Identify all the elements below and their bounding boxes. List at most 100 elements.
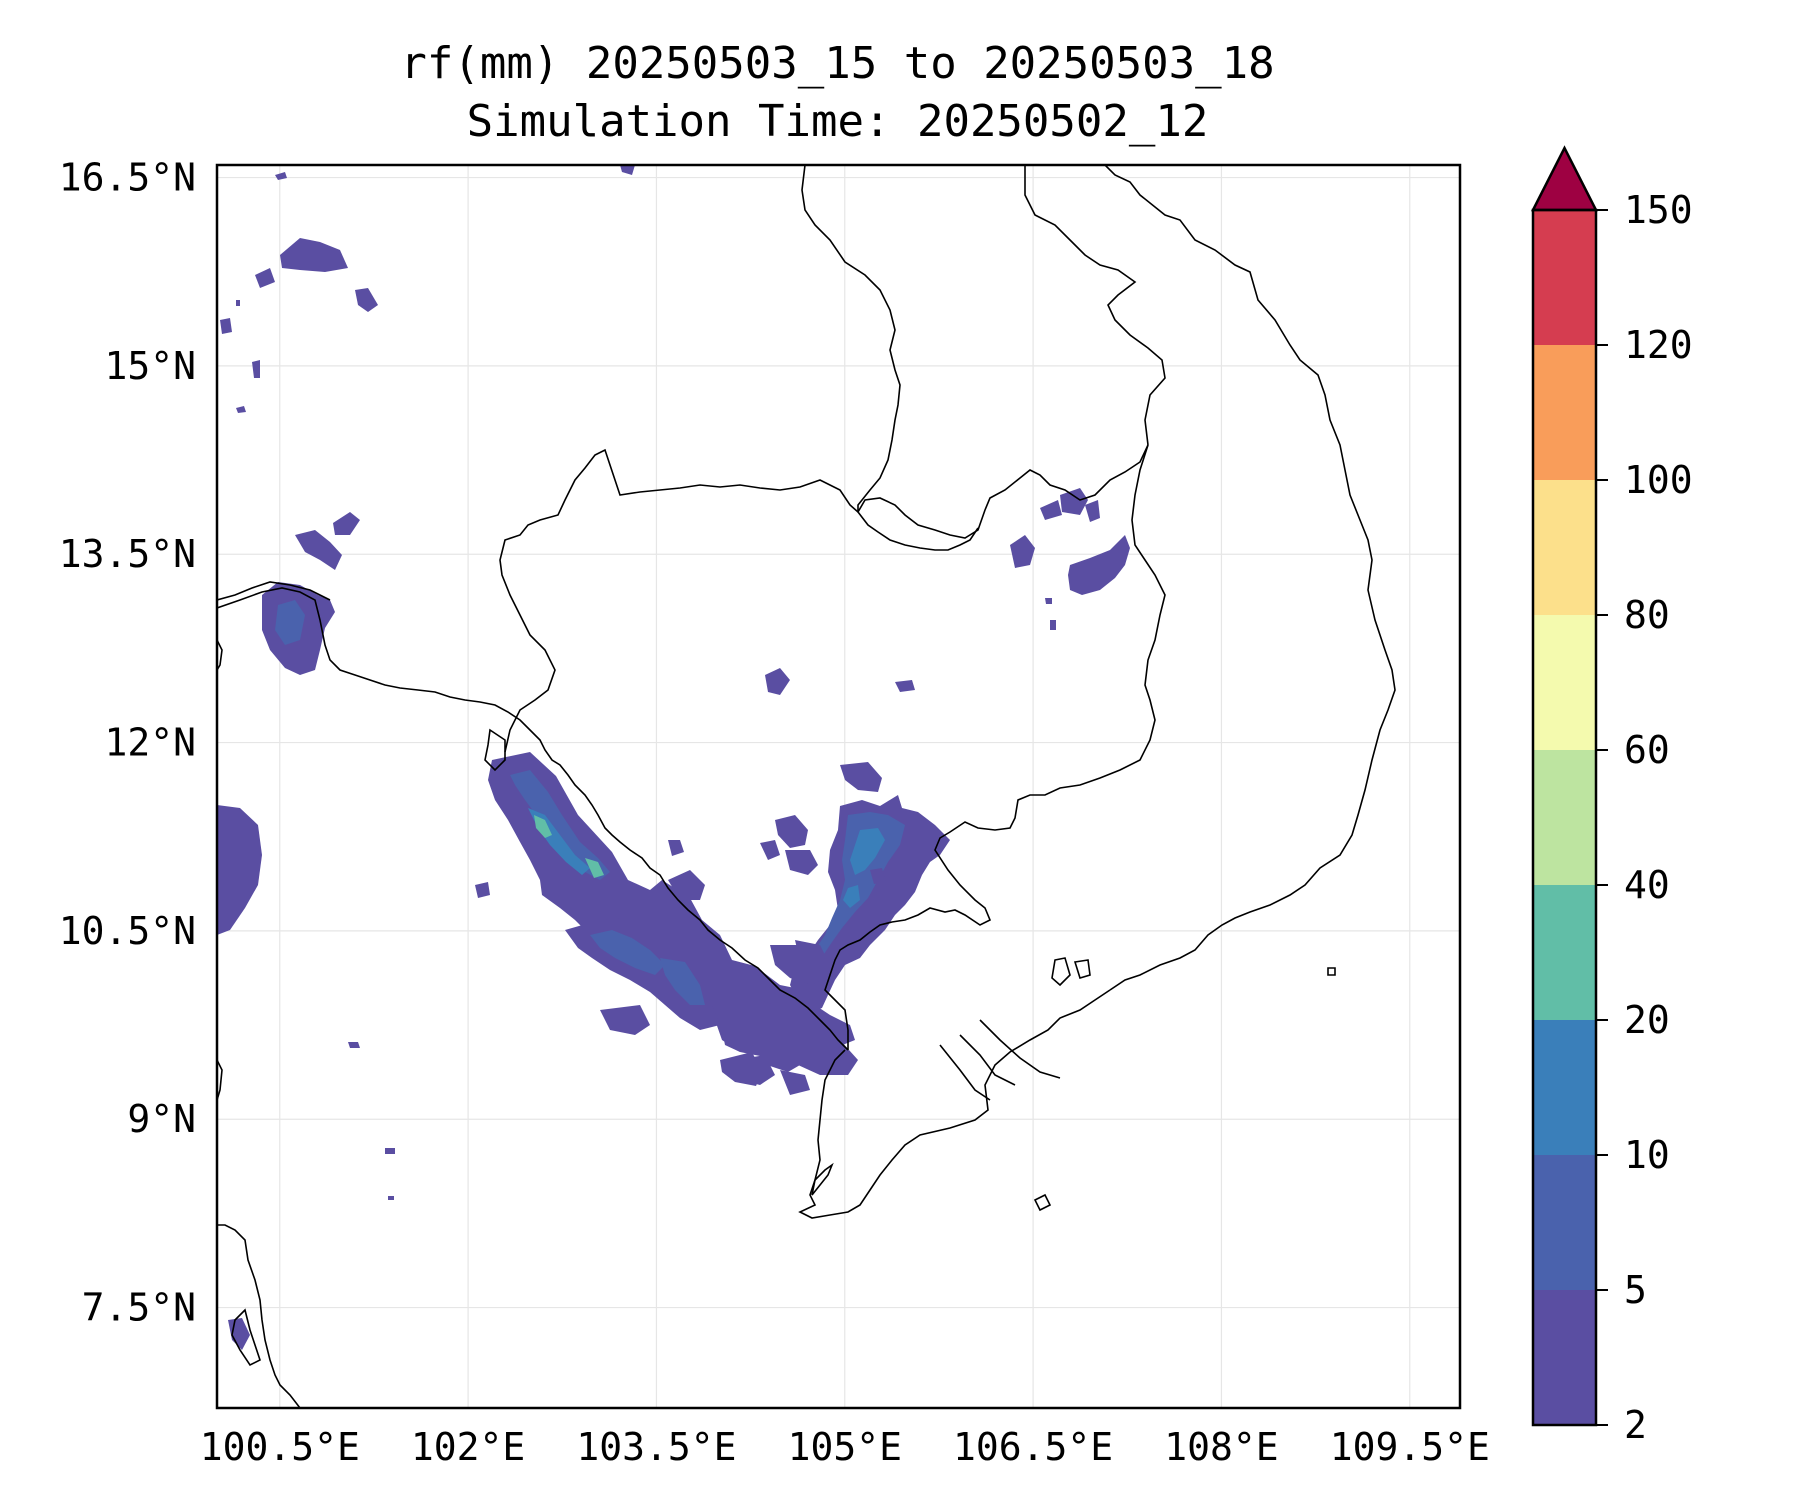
rain-area xyxy=(255,268,275,288)
rain-area xyxy=(790,1035,858,1075)
rain-area xyxy=(1068,535,1130,595)
rain-area xyxy=(236,406,246,413)
colorbar-segment xyxy=(1533,750,1596,885)
rain-area xyxy=(1060,488,1088,515)
rain-area xyxy=(355,288,378,312)
colorbar-tick-label: 120 xyxy=(1624,323,1693,367)
rain-area xyxy=(760,840,780,860)
rain-area xyxy=(843,885,860,908)
colorbar-segment xyxy=(1533,1155,1596,1290)
lat-tick-label: 13.5°N xyxy=(59,532,196,576)
map-title: rf(mm) 20250503_15 to 20250503_18 xyxy=(400,38,1275,89)
rain-area xyxy=(220,318,232,334)
rain-area xyxy=(252,360,260,378)
colorbar-tick-label: 20 xyxy=(1624,998,1670,1042)
gridlines xyxy=(217,165,1460,1408)
rain-area xyxy=(668,870,705,900)
lon-tick-label: 109.5°E xyxy=(1330,1425,1490,1469)
rain-area xyxy=(475,882,490,898)
border-cambodia-vietnam xyxy=(824,444,1166,1050)
border-laos-cambodia xyxy=(857,511,979,551)
rain-area xyxy=(217,805,262,935)
rain-area xyxy=(488,752,855,1072)
map-panel: 100.5°E 102°E 103.5°E 105°E 106.5°E 108°E 109.… xyxy=(59,156,1490,1469)
mekong-channel xyxy=(979,1019,1061,1079)
coastline-thai-gulf-west xyxy=(217,639,223,671)
rain-area xyxy=(510,770,610,880)
rain-area xyxy=(590,930,665,975)
rain-area xyxy=(668,840,684,856)
map-subtitle: Simulation Time: 20250502_12 xyxy=(466,96,1209,147)
rain-area xyxy=(385,1148,395,1154)
rain-area xyxy=(280,238,348,272)
colorbar-tick-label: 150 xyxy=(1624,188,1693,232)
colorbar-segment xyxy=(1533,210,1596,345)
rain-area xyxy=(840,762,882,792)
longitude-tick-labels: 100.5°E 102°E 103.5°E 105°E 106.5°E 108°E 109.… xyxy=(200,1425,1490,1469)
map-frame xyxy=(215,163,1462,1410)
rain-area xyxy=(275,600,305,645)
rain-area xyxy=(1010,535,1035,568)
rain-area xyxy=(236,300,240,306)
lat-tick-label: 9°N xyxy=(127,1097,196,1141)
rain-area xyxy=(228,1318,250,1350)
border-thai-myanmar xyxy=(217,581,331,601)
lat-tick-label: 15°N xyxy=(104,344,196,388)
rain-area xyxy=(534,815,552,838)
rain-area xyxy=(333,512,360,535)
lon-tick-label: 103.5°E xyxy=(576,1425,736,1469)
coastline-cambodia xyxy=(217,587,849,1051)
rain-area xyxy=(785,850,818,875)
mekong-channel xyxy=(939,1044,991,1101)
rain-area xyxy=(775,815,808,848)
colorbar-segment xyxy=(1533,480,1596,615)
border-thai-cambodia xyxy=(499,444,1149,753)
colorbar: 2 5 10 20 40 60 80 100 120 150 xyxy=(1530,145,1693,1447)
rain-area xyxy=(660,958,705,1005)
coast-detail xyxy=(484,728,506,772)
colorbar-tick-label: 40 xyxy=(1624,863,1670,907)
rain-area xyxy=(585,858,604,878)
rainfall-contours xyxy=(217,165,1130,1350)
latitude-tick-labels: 16.5°N 15°N 13.5°N 12°N 10.5°N 9°N 7.5°N xyxy=(59,156,196,1330)
colorbar-segment xyxy=(1533,885,1596,1020)
lon-tick-label: 105°E xyxy=(788,1425,902,1469)
island-small xyxy=(1327,967,1336,976)
coastline-island xyxy=(231,1308,261,1367)
rain-area xyxy=(720,1020,755,1052)
lon-tick-label: 106.5°E xyxy=(953,1425,1113,1469)
island-con-dao xyxy=(1033,1193,1052,1212)
coastline-peninsula xyxy=(217,1224,301,1408)
rain-area xyxy=(760,1000,800,1035)
lat-tick-label: 16.5°N xyxy=(59,156,196,200)
coastline-mekong xyxy=(798,989,1111,1219)
colorbar-tick-label: 2 xyxy=(1624,1403,1647,1447)
coastline-vietnam xyxy=(1104,165,1396,991)
colorbar-frame xyxy=(1531,208,1598,1427)
border-laos-thailand xyxy=(801,165,901,512)
rain-area xyxy=(388,1196,394,1200)
border-laos-vietnam xyxy=(1024,165,1166,446)
colorbar-segment xyxy=(1533,615,1596,750)
rain-area xyxy=(275,172,287,180)
rain-area xyxy=(765,668,790,695)
rain-area xyxy=(600,1005,650,1035)
rain-area xyxy=(780,1070,810,1095)
rain-area xyxy=(720,1052,762,1086)
lat-tick-label: 10.5°N xyxy=(59,909,196,953)
rain-area xyxy=(1040,500,1062,520)
rain-area xyxy=(895,680,915,692)
mekong-channel xyxy=(959,1034,1016,1086)
rain-area xyxy=(295,530,342,570)
coastlines-and-borders xyxy=(217,165,1396,1408)
colorbar-segment xyxy=(1533,1020,1596,1155)
colorbar-tick-label: 5 xyxy=(1624,1268,1647,1312)
rain-area xyxy=(770,945,830,985)
lon-tick-label: 108°E xyxy=(1164,1425,1278,1469)
coastline-peninsula-west xyxy=(217,1059,223,1101)
rain-area xyxy=(620,165,635,175)
rain-area xyxy=(348,1042,360,1048)
lat-tick-label: 12°N xyxy=(104,721,196,765)
rain-area xyxy=(790,795,950,1012)
